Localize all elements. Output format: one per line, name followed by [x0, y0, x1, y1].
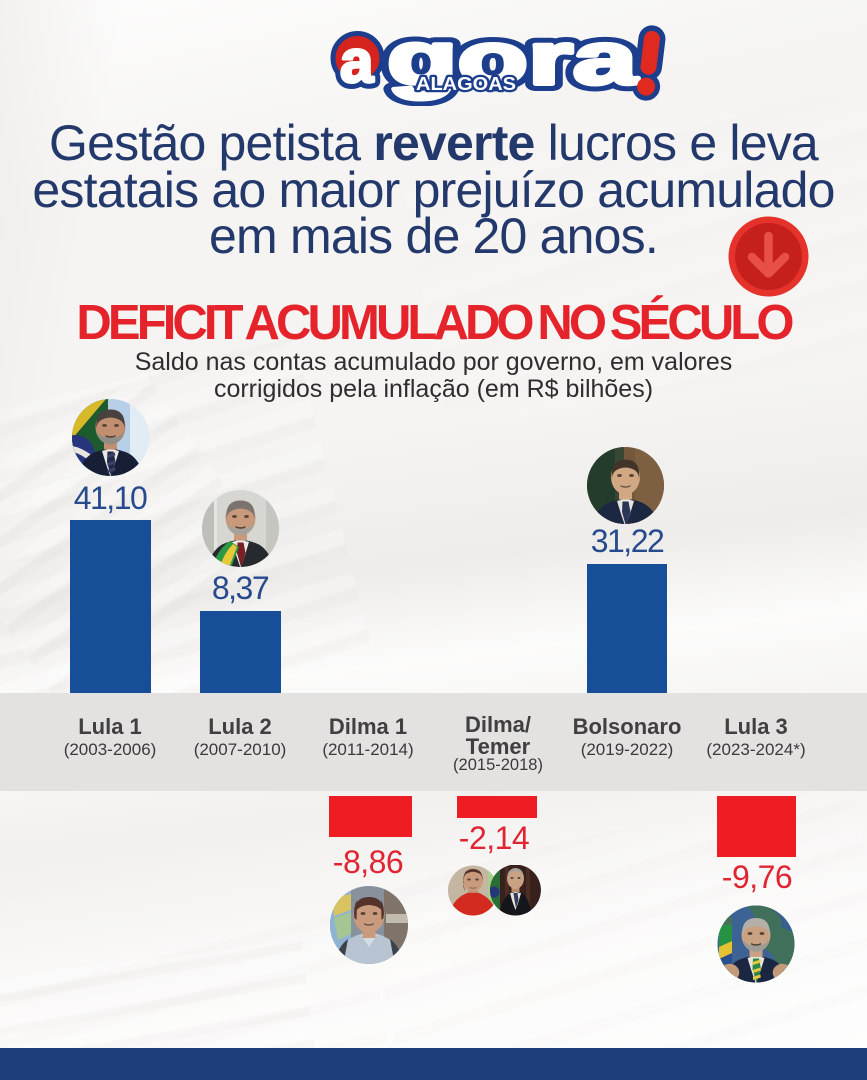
svg-text:a: a — [340, 28, 374, 95]
svg-text:gora: gora — [387, 18, 638, 100]
svg-text:ALAGOAS: ALAGOAS — [416, 74, 516, 94]
svg-text:gora: gora — [387, 18, 638, 100]
